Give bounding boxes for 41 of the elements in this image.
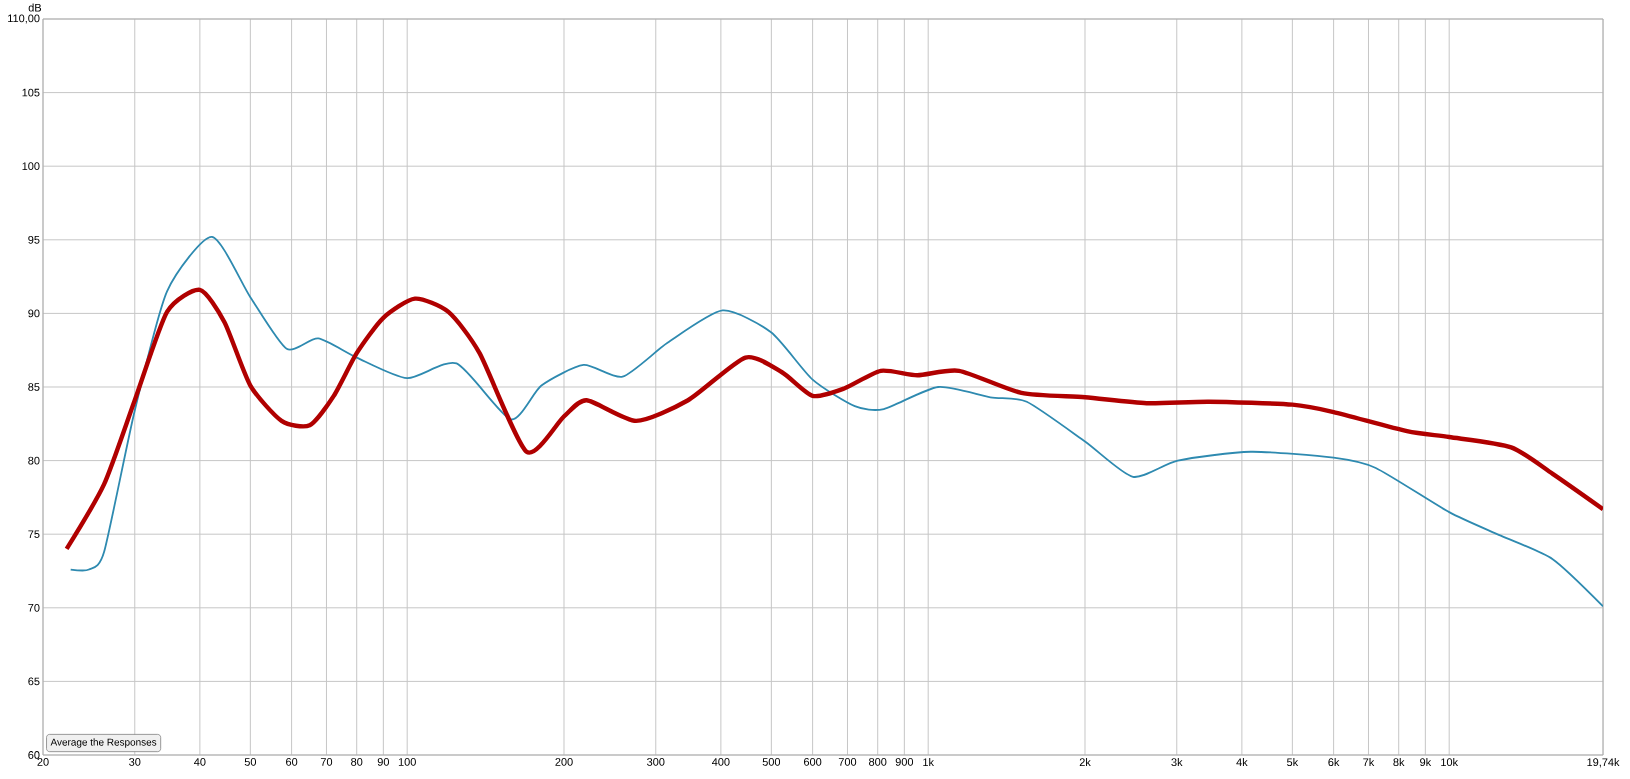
x-tick-label: 200 xyxy=(555,758,573,766)
x-tick-label: 6k xyxy=(1328,758,1340,767)
x-tick-label: 80 xyxy=(351,758,363,766)
x-tick-label: 40 xyxy=(194,758,206,766)
y-tick-label: 65 xyxy=(28,677,40,686)
x-tick-label: 90 xyxy=(377,758,389,766)
x-tick-label: 9k xyxy=(1420,758,1432,767)
x-tick-label: 800 xyxy=(869,758,887,766)
x-tick-label: 400 xyxy=(711,758,730,766)
x-tick-label: 10k xyxy=(1441,758,1459,767)
x-tick-label: 3k xyxy=(1171,758,1183,767)
x-tick-label: 8k xyxy=(1393,758,1405,767)
x-tick-label: 30 xyxy=(129,758,141,766)
x-tick-label: 4k xyxy=(1236,758,1248,766)
x-tick-label: 2k xyxy=(1079,758,1091,766)
x-tick-label: 1k xyxy=(923,758,934,766)
y-tick-label: 75 xyxy=(28,530,40,539)
y-tick-label: 85 xyxy=(28,383,40,391)
x-tick-label: 19,74k xyxy=(1587,758,1620,768)
x-tick-label: 500 xyxy=(762,758,781,766)
x-tick-label: 300 xyxy=(647,758,665,766)
x-tick-label: 70 xyxy=(320,758,333,766)
x-tick-label: 700 xyxy=(838,758,857,766)
y-tick-label: 90 xyxy=(28,309,40,318)
x-tick-label: 50 xyxy=(244,758,257,766)
y-tick-label: 60 xyxy=(28,751,40,759)
y-tick-label: 110,00 xyxy=(8,14,40,24)
y-tick-label: 100 xyxy=(22,162,40,171)
x-tick-label: 60 xyxy=(286,758,298,766)
y-tick-label: 105 xyxy=(22,88,40,97)
annotation: Average the Responses xyxy=(50,738,157,748)
y-axis-title: dB xyxy=(28,3,42,12)
y-tick-label: 70 xyxy=(28,603,40,612)
y-tick-label: 80 xyxy=(28,456,40,465)
x-tick-label: 20 xyxy=(37,758,49,766)
x-tick-label: 5k xyxy=(1287,758,1299,767)
x-tick-label: 100 xyxy=(398,758,416,766)
y-tick-label: 95 xyxy=(28,235,40,244)
x-tick-label: 7k xyxy=(1363,758,1375,766)
x-tick-label: 900 xyxy=(895,758,914,766)
x-tick-label: 600 xyxy=(804,758,822,766)
